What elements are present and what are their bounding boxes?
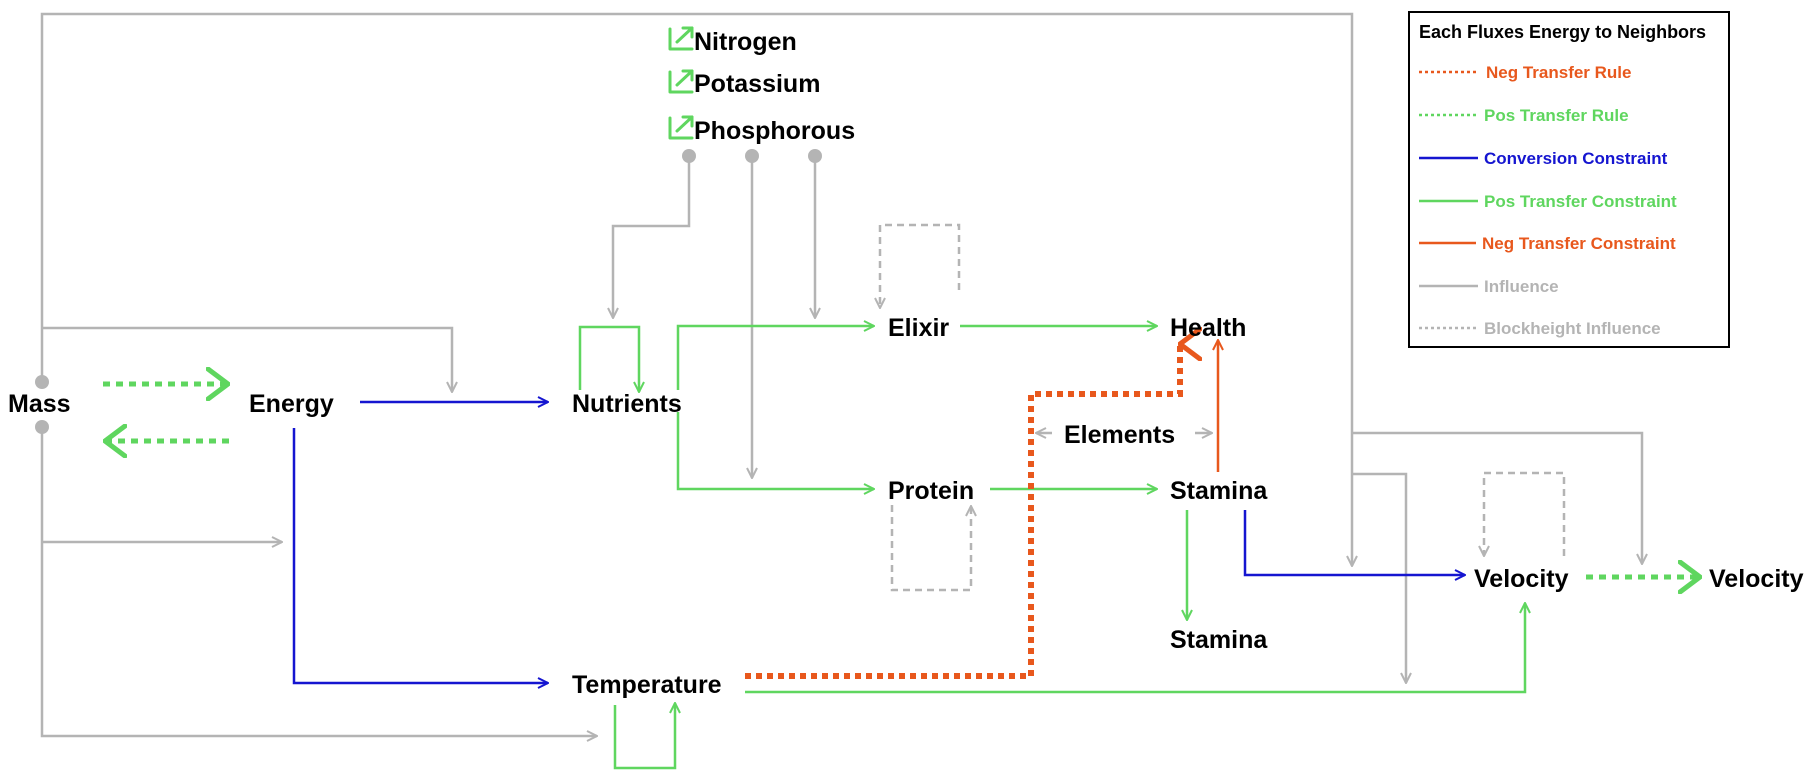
legend-label-pos-rule: Pos Transfer Rule — [1484, 106, 1629, 125]
potassium-input-icon — [668, 69, 694, 94]
node-temperature: Temperature — [572, 671, 722, 699]
node-mass: Mass — [8, 390, 71, 418]
phosphorous-dot-2 — [745, 149, 759, 163]
pos-temperature-to-velocity — [745, 603, 1525, 694]
external-input-icons — [668, 26, 694, 140]
node-phosphorous: Phosphorous — [694, 117, 855, 145]
node-labels: Nitrogen Potassium Phosphorous Mass Ener… — [8, 28, 1804, 699]
influence-edges — [40, 12, 1642, 736]
mass-dot-bottom — [35, 420, 49, 434]
pos-temperature-self-loop — [613, 703, 675, 770]
blockheight-influence-edges — [880, 223, 1566, 592]
influence-mass-to-temperature — [40, 428, 597, 736]
influence-dots — [35, 149, 822, 434]
node-protein: Protein — [888, 477, 974, 505]
node-nitrogen: Nitrogen — [694, 28, 797, 56]
phosphorous-dot-1 — [682, 149, 696, 163]
node-velocity: Velocity — [1474, 565, 1569, 593]
node-potassium: Potassium — [694, 70, 820, 98]
blockheight-loop-elixir — [880, 223, 961, 308]
phosphorous-dot-3 — [808, 149, 822, 163]
node-velocity-out: Velocity — [1709, 565, 1804, 593]
legend-box — [1408, 11, 1730, 348]
neg-rule-temperature-to-health — [745, 344, 1180, 679]
pos-nutrients-to-elixir — [676, 326, 874, 390]
blockheight-loop-protein — [890, 505, 971, 592]
conversion-energy-to-temperature — [292, 428, 548, 683]
node-nutrients: Nutrients — [572, 390, 682, 418]
node-elixir: Elixir — [888, 314, 949, 342]
node-energy: Energy — [249, 390, 334, 418]
pos-nutrients-self-loop — [578, 325, 639, 392]
legend-title: Each Fluxes Energy to Neighbors — [1419, 22, 1706, 42]
conversion-edges — [292, 402, 1465, 683]
conversion-stamina-to-velocity — [1243, 510, 1465, 575]
node-health: Health — [1170, 314, 1246, 342]
influence-mass-top-loop — [40, 12, 1352, 566]
node-elements: Elements — [1064, 421, 1175, 449]
mass-dot-top — [35, 375, 49, 389]
influence-to-velocity-lower — [1352, 472, 1406, 683]
node-stamina: Stamina — [1170, 477, 1268, 505]
legend-label-pos-constraint: Pos Transfer Constraint — [1484, 192, 1677, 211]
nitrogen-input-icon — [668, 26, 694, 51]
node-stamina-out: Stamina — [1170, 626, 1268, 654]
legend-label-blockheight: Blockheight Influence — [1484, 319, 1661, 338]
blockheight-loop-velocity — [1484, 471, 1566, 556]
influence-phosphorous-to-nutrients — [613, 156, 691, 318]
legend-label-neg-rule: Neg Transfer Rule — [1486, 63, 1632, 82]
legend-label-neg-constraint: Neg Transfer Constraint — [1482, 234, 1676, 253]
phosphorous-input-icon — [668, 115, 694, 140]
legend-label-influence: Influence — [1484, 277, 1559, 296]
pos-transfer-constraint-edges — [578, 325, 1525, 770]
legend-label-conversion: Conversion Constraint — [1484, 149, 1668, 168]
influence-mass-to-nutrients — [42, 326, 452, 392]
influence-top-to-velocity-out — [1352, 431, 1642, 564]
legend: Each Fluxes Energy to Neighbors Neg Tran… — [1408, 11, 1730, 348]
pos-nutrients-to-protein — [676, 412, 874, 489]
